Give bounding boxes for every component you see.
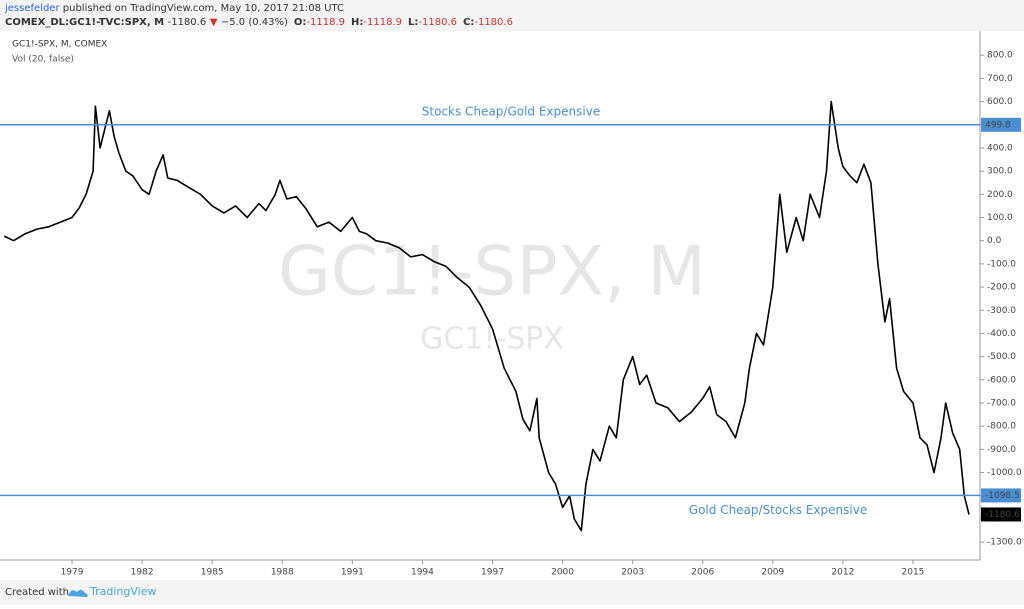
x-tick-label: 2003	[621, 568, 644, 578]
ohlc-label: C:	[463, 17, 474, 28]
ohlc-value: -1180.6	[418, 17, 457, 28]
y-tick-label: -1300.0	[987, 538, 1022, 548]
last: -1180.6	[168, 17, 207, 28]
y-tick-label: -300.0	[987, 306, 1016, 316]
ohlc-value: -1118.9	[363, 17, 402, 28]
ohlc-label: H:	[351, 17, 363, 28]
y-tick-label: -1000.0	[987, 468, 1022, 478]
x-tick-label: 1985	[201, 568, 224, 578]
x-tick-label: 2000	[551, 568, 574, 578]
published: published on TradingView.com, May 10, 20…	[63, 3, 344, 14]
x-tick-label: 2015	[902, 568, 925, 578]
y-tick-label: 0.0	[987, 236, 1002, 246]
x-tick-label: 1979	[61, 568, 84, 578]
line	[3, 100, 970, 532]
last-price-box	[981, 507, 1021, 522]
x-tick-label: 1982	[131, 568, 154, 578]
ohlc-label: L:	[408, 17, 418, 28]
legend-entry: GC1!-SPX, M, COMEX	[12, 40, 107, 50]
price-label-box	[981, 117, 1021, 132]
y-tick-label: 300.0	[987, 167, 1013, 177]
symbol: COMEX_DL:GC1!-TVC:SPX, M	[5, 17, 164, 28]
ohlc-value: -1180.6	[474, 17, 513, 28]
y-tick-label: 800.0	[987, 51, 1013, 61]
price-label: -1098.5	[985, 491, 1020, 501]
y-tick-label: -100.0	[987, 259, 1016, 269]
y-tick-label: 700.0	[987, 74, 1013, 84]
price-label: 499.8	[985, 120, 1011, 130]
y-tick-label: 200.0	[987, 190, 1013, 200]
x-tick-label: 2006	[691, 568, 714, 578]
ohlc: O:-1118.9 H:-1118.9 L:-1180.6 C:-1180.6	[294, 17, 513, 28]
ohlc-label: O:	[294, 17, 307, 28]
y-tick-label: -900.0	[987, 445, 1016, 455]
y-tick-label: 400.0	[987, 143, 1013, 153]
y-tick-label: -600.0	[987, 375, 1016, 385]
price-label-box	[981, 488, 1021, 503]
footer-brand[interactable]: TradingView	[89, 585, 156, 598]
x-tick-label: 2009	[761, 568, 784, 578]
ohlc-value: -1118.9	[306, 17, 345, 28]
y-tick-label: -200.0	[987, 283, 1016, 293]
header-line: jessefelder published on TradingView.com…	[4, 3, 344, 14]
y-tick-label: 600.0	[987, 97, 1013, 107]
y-tick-label: -700.0	[987, 399, 1016, 409]
hline-annotation: Gold Cheap/Stocks Expensive	[689, 503, 867, 517]
x-tick-label: 1991	[341, 568, 364, 578]
footer-created: Created with	[5, 587, 69, 598]
watermark: GC1!-SPX, M	[278, 233, 706, 312]
y-tick-label: -800.0	[987, 422, 1016, 432]
author[interactable]: jessefelder	[4, 3, 60, 14]
symbol-line: COMEX_DL:GC1!-TVC:SPX, M -1180.6 ▼ −5.0 …	[5, 17, 513, 28]
x-tick-label: 1994	[411, 568, 434, 578]
x-tick-label: 1988	[271, 568, 294, 578]
logo	[68, 589, 88, 597]
footer-bar	[0, 580, 1024, 605]
y-tick-label: -500.0	[987, 352, 1016, 362]
header-bar	[0, 0, 1024, 31]
y-tick-label: -400.0	[987, 329, 1016, 339]
y-tick-label: 100.0	[987, 213, 1013, 223]
last-price-label: -1180.6	[985, 510, 1020, 520]
x-tick-label: 1997	[481, 568, 504, 578]
arrow: ▼	[210, 17, 218, 28]
x-tick-label: 2012	[831, 568, 854, 578]
subtitle: Vol (20, false)	[12, 55, 74, 65]
change: −5.0 (0.43%)	[221, 17, 288, 28]
hline-annotation: Stocks Cheap/Gold Expensive	[422, 104, 600, 118]
